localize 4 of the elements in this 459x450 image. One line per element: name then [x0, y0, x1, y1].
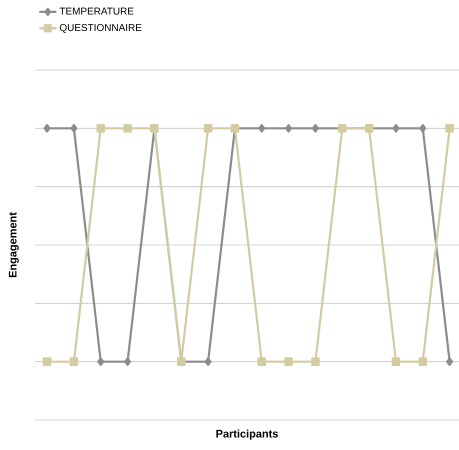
legend-label: QUESTIONNAIRE — [60, 24, 142, 33]
x-axis-title: Participants — [216, 430, 278, 440]
y-axis-title: Engagement — [8, 212, 19, 278]
legend-label: TEMPERATURE — [60, 8, 134, 15]
